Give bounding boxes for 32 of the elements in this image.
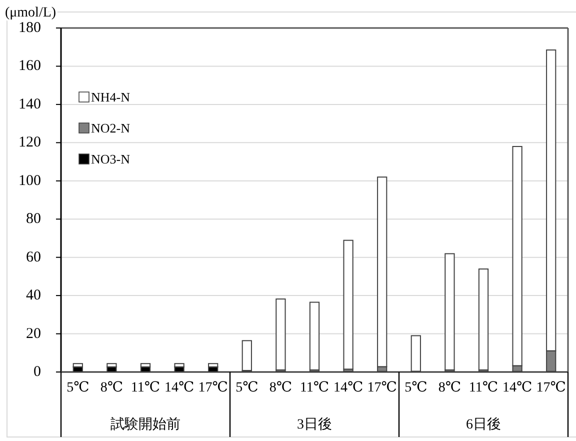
y-axis-title: (μmol/L) — [5, 6, 56, 20]
y-tick-label: 80 — [26, 211, 41, 228]
x-tick-label: 11℃ — [468, 380, 498, 396]
text: 6日後 — [466, 416, 501, 432]
x-tick-label: 11℃ — [130, 380, 160, 396]
y-tick-label: 120 — [18, 134, 41, 151]
x-tick-label: 17℃ — [367, 380, 397, 396]
y-tick-label: 180 — [18, 20, 41, 36]
x-tick-label: 11℃ — [300, 380, 330, 396]
y-tick-label: 100 — [18, 172, 41, 189]
x-tick-label: 5℃ — [236, 380, 258, 396]
x-tick-label: 14℃ — [164, 380, 194, 396]
x-tick-label: 14℃ — [333, 380, 364, 396]
y-tick-label: 0 — [34, 364, 41, 380]
y-tick-label: 160 — [18, 58, 41, 74]
y-tick-label: 20 — [26, 326, 41, 342]
x-tick-label: 8℃ — [100, 380, 124, 396]
y-tick-label: 40 — [26, 288, 41, 304]
x-tick-label: 8℃ — [438, 380, 462, 396]
x-tick-label: 17℃ — [198, 380, 228, 396]
x-tick-label: 5℃ — [404, 380, 428, 396]
text: 3日後 — [297, 416, 332, 432]
text: 試験開始前 — [110, 416, 180, 432]
legend-label: NH4-N — [91, 90, 131, 104]
y-tick-label: 140 — [18, 96, 41, 112]
x-tick-label: 8℃ — [269, 380, 292, 396]
x-tick-label: 17℃ — [536, 380, 566, 396]
legend-label: NO3-N — [91, 152, 131, 166]
legend-label: NO2-N — [91, 120, 131, 136]
y-tick-label: 60 — [26, 249, 41, 266]
x-tick-label: 14℃ — [502, 380, 532, 396]
x-tick-label: 5℃ — [66, 380, 90, 396]
